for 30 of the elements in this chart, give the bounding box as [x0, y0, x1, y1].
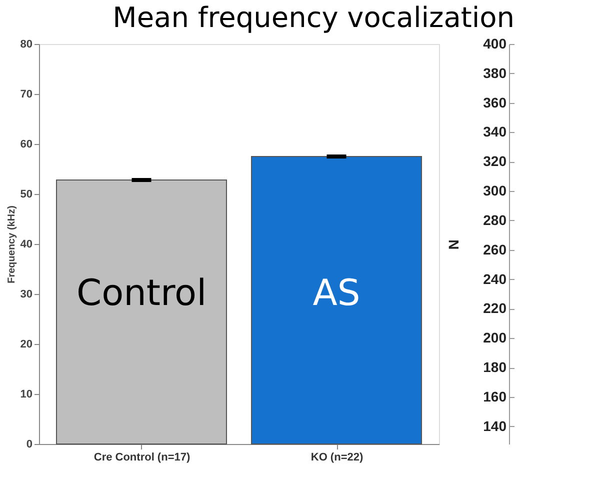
y2-tick-label: 180	[483, 359, 507, 376]
y2-tick-label: 220	[483, 300, 507, 316]
y-tick-label: 10	[20, 388, 32, 400]
y2-tick-label: 240	[483, 270, 507, 287]
y2-tick-label: 360	[483, 94, 507, 110]
y-tick-label: 0	[26, 438, 32, 450]
y2-tick-label: 320	[483, 153, 507, 170]
y-tick-label: 20	[20, 338, 32, 350]
y-tick-label: 30	[20, 288, 32, 300]
y2-tick-label: 400	[483, 36, 507, 52]
y-tick-label: 70	[20, 88, 32, 100]
x-tick-label: KO (n=22)	[310, 452, 364, 464]
y2-axis-title: N	[446, 239, 462, 250]
y2-tick-label: 160	[483, 388, 507, 404]
y2-tick-label: 300	[483, 182, 507, 199]
annotation: Control	[76, 273, 207, 314]
y-tick-label: 80	[20, 38, 32, 50]
y2-tick-label: 200	[483, 330, 507, 346]
y-axis-title: Frequency (kHz)	[6, 206, 18, 284]
x-tick-label: Cre Control (n=17)	[94, 452, 190, 464]
y2-tick-label: 380	[483, 64, 507, 81]
y2-tick-label: 340	[483, 124, 507, 140]
annotation: AS	[312, 273, 360, 314]
chart-title: Mean frequency vocalization	[112, 1, 514, 34]
y2-tick-label: 260	[483, 241, 507, 258]
y-tick-label: 60	[20, 138, 32, 150]
y-tick-label: 50	[20, 188, 32, 200]
y-tick-label: 40	[20, 238, 32, 250]
y2-tick-label: 140	[483, 418, 507, 434]
y2-tick-label: 280	[483, 212, 507, 228]
